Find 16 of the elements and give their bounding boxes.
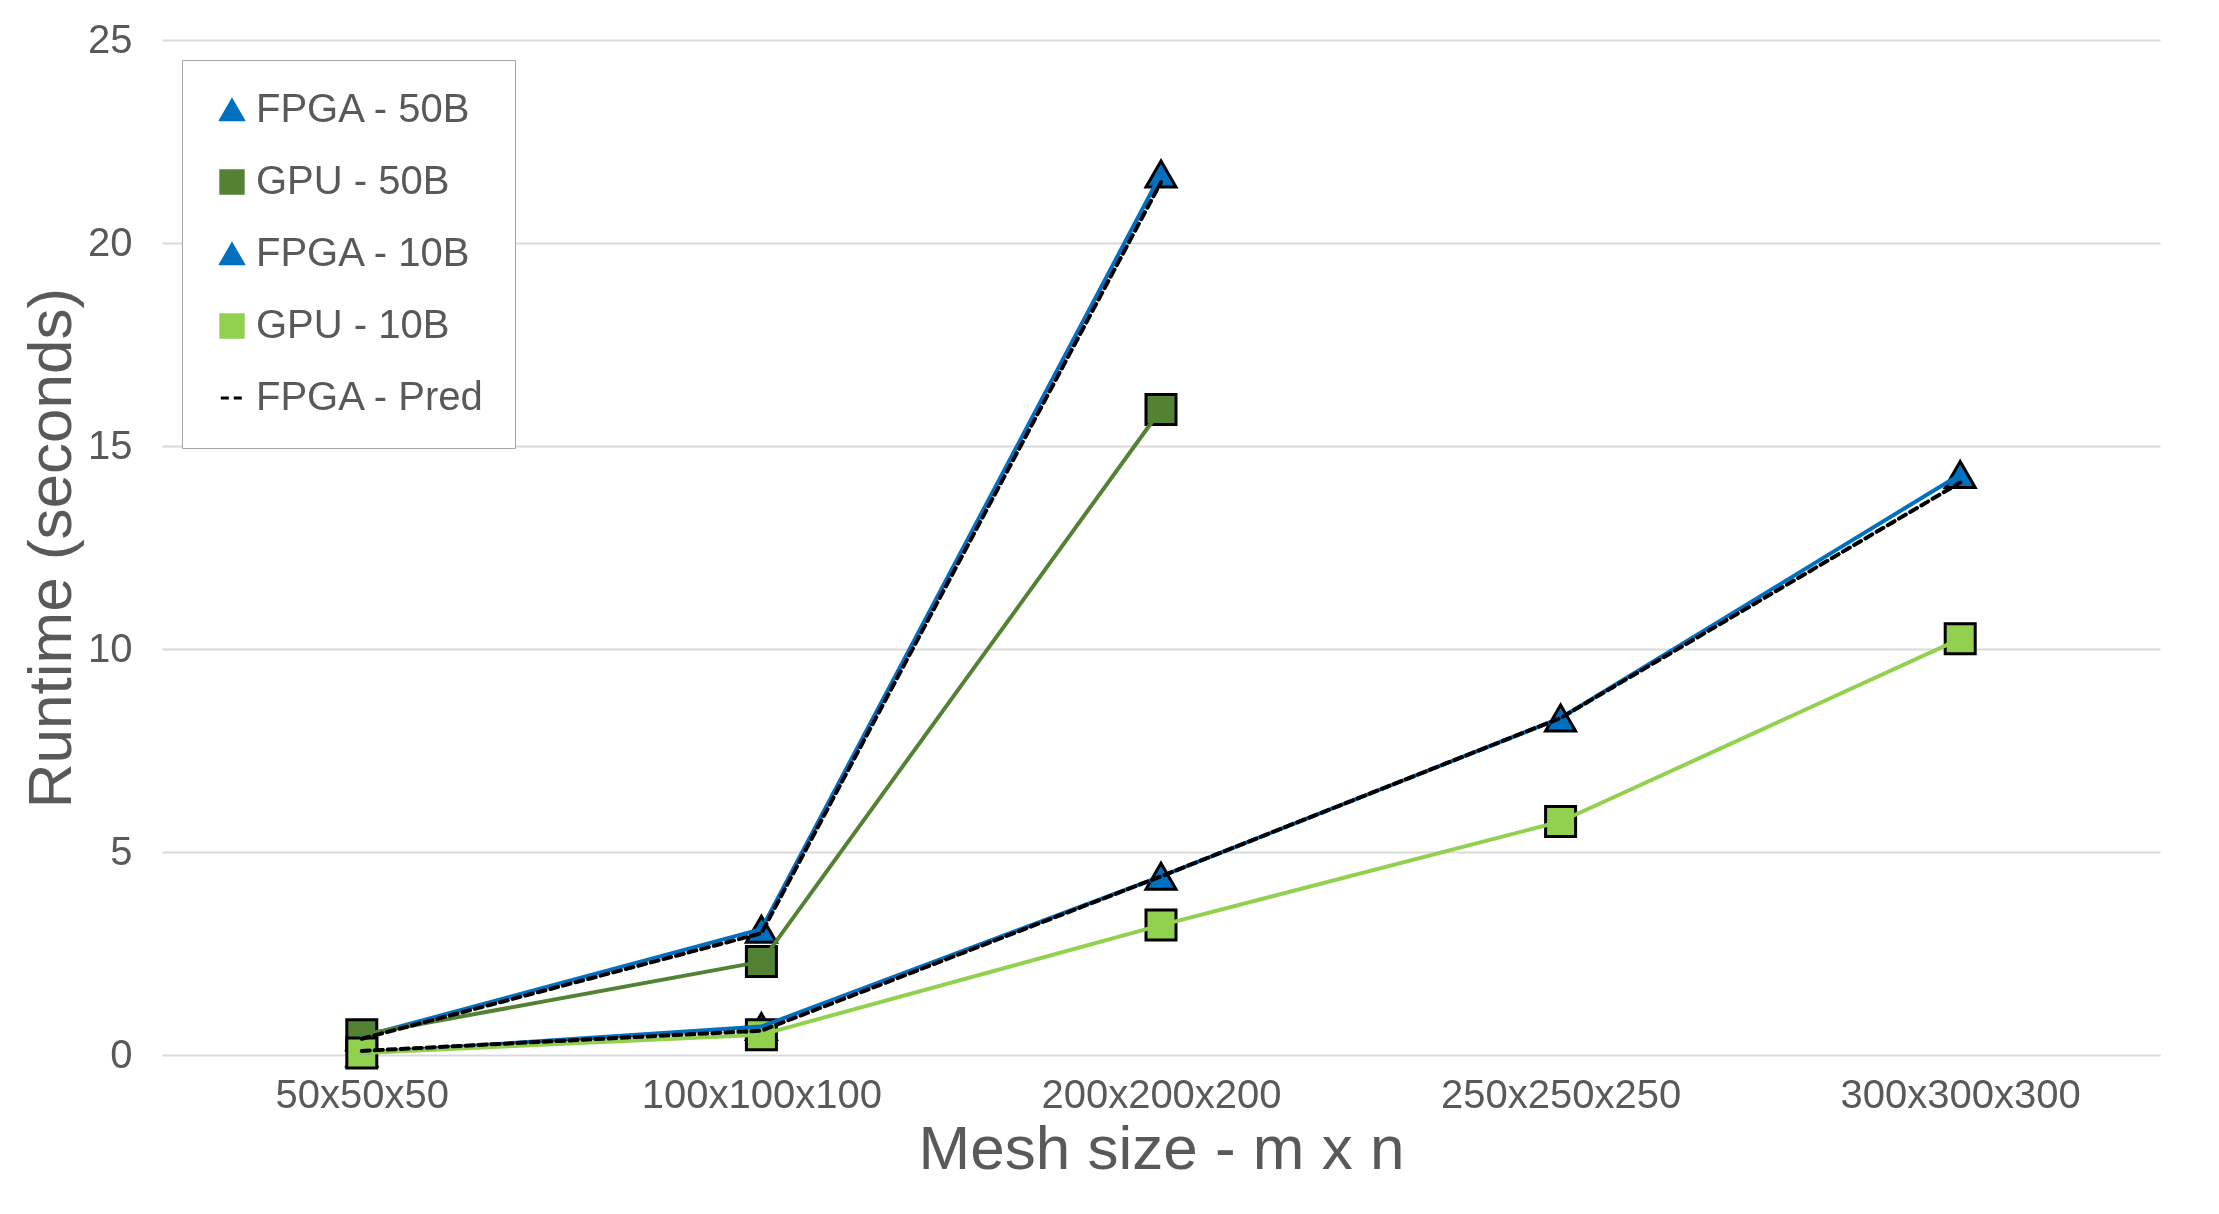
x-tick-label: 250x250x250 xyxy=(1440,1071,1682,1116)
x-tick-label: 300x300x300 xyxy=(1840,1071,2081,1116)
y-tick-label: 5 xyxy=(110,828,133,873)
x-tick-label: 100x100x100 xyxy=(641,1071,883,1116)
y-tick-label: 25 xyxy=(88,16,133,61)
legend-label: GPU - 50B xyxy=(256,158,450,202)
y-tick-label: 10 xyxy=(88,625,133,670)
y-tick-label: 20 xyxy=(88,219,133,264)
y-axis-title: Runtime (seconds) xyxy=(15,287,85,809)
y-tick-label: 0 xyxy=(110,1031,133,1076)
x-tick-label: 50x50x50 xyxy=(275,1071,450,1116)
y-tick-label: 15 xyxy=(88,422,133,467)
legend-label: GPU - 10B xyxy=(256,302,450,346)
legend-label: FPGA - Pred xyxy=(256,374,483,418)
legend-label: FPGA - 10B xyxy=(256,230,470,274)
legend-label: FPGA - 50B xyxy=(256,86,470,130)
